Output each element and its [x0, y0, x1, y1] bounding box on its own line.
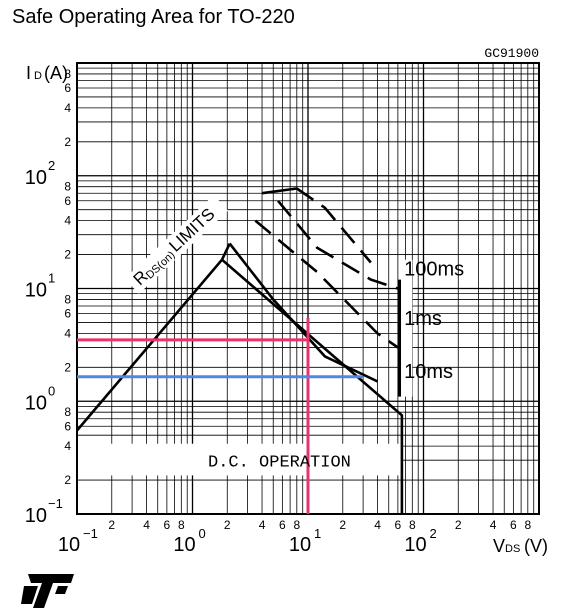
pulse-label-panel [399, 259, 413, 397]
x-axis-label: V [493, 536, 505, 556]
dc-operation-label: D.C. OPERATION [208, 454, 351, 473]
figure-code: GC91900 [484, 46, 539, 61]
y-minor-tick-label: 6 [64, 194, 71, 208]
y-tick-label: 10 [25, 505, 47, 527]
y-minor-tick-label: 8 [64, 292, 71, 306]
x-minor-tick-label: 8 [178, 518, 185, 532]
x-tick-label-exp: 1 [314, 526, 321, 541]
y-minor-tick-label: 2 [64, 473, 71, 487]
series-1ms [254, 219, 399, 349]
y-minor-tick-label: 4 [64, 214, 71, 228]
pulse-label-10ms: 10ms [404, 361, 453, 383]
y-minor-tick-label: 6 [64, 307, 71, 321]
series-segment-6 [296, 187, 372, 264]
y-minor-tick-label: 6 [64, 81, 71, 95]
y-tick-label: 10 [25, 167, 47, 189]
series-d-c-operation [221, 258, 404, 514]
y-axis-label-sub: D [34, 70, 42, 82]
y-minor-tick-label: 8 [64, 180, 71, 194]
series-100ms [277, 199, 399, 290]
page-title: Safe Operating Area for TO-220 [12, 6, 295, 28]
y-minor-tick-label: 2 [64, 360, 71, 374]
x-tick-label-exp: 2 [430, 526, 437, 541]
x-tick-label-exp: 0 [199, 526, 206, 541]
x-minor-tick-label: 2 [108, 518, 115, 532]
x-minor-tick-label: 2 [455, 518, 462, 532]
x-minor-tick-label: 4 [490, 518, 497, 532]
x-minor-tick-label: 6 [164, 518, 171, 532]
x-tick-label-exp: −1 [83, 526, 98, 541]
y-minor-tick-label: 4 [64, 439, 71, 453]
x-tick-label: 10 [289, 534, 311, 556]
pulse-label-100ms: 100ms [404, 259, 464, 281]
x-minor-tick-label: 8 [293, 518, 300, 532]
y-tick-label-exp: −1 [48, 496, 63, 511]
annotation-layer [77, 317, 364, 514]
y-tick-label-exp: 0 [48, 383, 55, 398]
y-tick-label-exp: 2 [48, 158, 55, 173]
x-minor-tick-label: 2 [224, 518, 231, 532]
y-minor-tick-label: 2 [64, 135, 71, 149]
x-minor-tick-label: 4 [143, 518, 150, 532]
x-tick-label: 10 [404, 534, 426, 556]
y-axis-label-unit: (A) [44, 63, 68, 83]
y-minor-tick-label: 6 [64, 419, 71, 433]
x-minor-tick-label: 8 [409, 518, 416, 532]
series-segment-5 [261, 187, 297, 195]
y-minor-tick-label: 8 [64, 67, 71, 81]
x-minor-tick-label: 8 [524, 518, 531, 532]
y-tick-label: 10 [25, 392, 47, 414]
y-tick-label-exp: 1 [48, 271, 55, 286]
y-minor-tick-label: 2 [64, 248, 71, 262]
rds-label-bg [124, 195, 229, 294]
y-axis-label: I [26, 63, 31, 83]
x-minor-tick-label: 6 [395, 518, 402, 532]
series-layer [76, 187, 413, 514]
soa-chart: GC9190010−1100101102246824682468246810−1… [25, 46, 548, 556]
x-minor-tick-label: 6 [510, 518, 517, 532]
y-minor-tick-label: 8 [64, 405, 71, 419]
x-minor-tick-label: 4 [259, 518, 266, 532]
dc-operation-box [78, 443, 401, 476]
label-layer: GC9190010−1100101102246824682468246810−1… [25, 46, 548, 556]
x-axis-label-sub: DS [505, 543, 520, 555]
y-minor-tick-label: 4 [64, 326, 71, 340]
x-minor-tick-label: 2 [339, 518, 346, 532]
x-tick-label: 10 [173, 534, 195, 556]
x-minor-tick-label: 4 [374, 518, 381, 532]
y-minor-tick-label: 4 [64, 101, 71, 115]
x-tick-label: 10 [58, 534, 80, 556]
st-logo-icon [21, 574, 74, 608]
pulse-label-1ms: 1ms [404, 308, 442, 330]
x-minor-tick-label: 6 [279, 518, 286, 532]
y-tick-label: 10 [25, 280, 47, 302]
series-10ms [228, 242, 379, 383]
x-axis-label-unit: (V) [524, 536, 548, 556]
